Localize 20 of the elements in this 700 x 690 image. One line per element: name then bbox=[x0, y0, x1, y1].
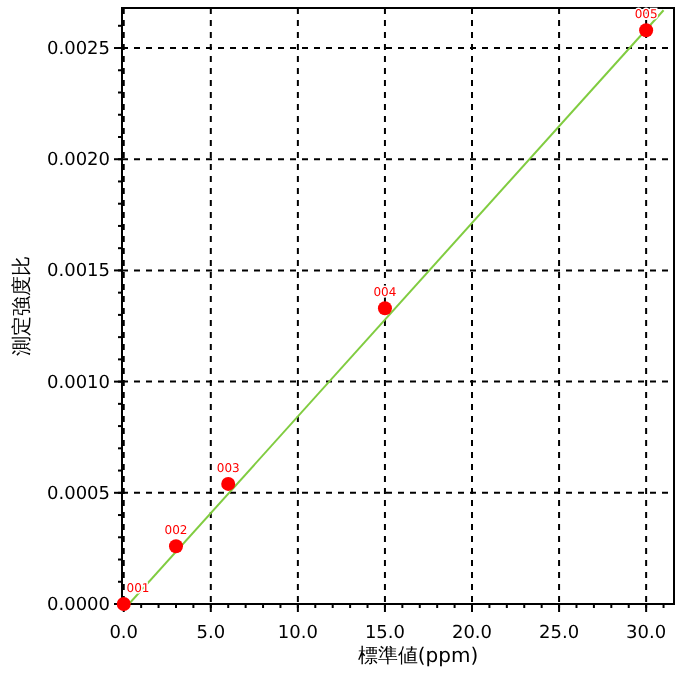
x-tick-label: 20.0 bbox=[451, 624, 493, 644]
point bbox=[221, 476, 236, 491]
x-tick-label: 25.0 bbox=[539, 624, 580, 644]
y-tick-label: 0.0000 bbox=[47, 596, 111, 616]
point bbox=[116, 597, 131, 611]
y-tick-label: 0.0010 bbox=[47, 373, 111, 394]
y-tick-label: 0.0005 bbox=[47, 484, 110, 505]
y-tick-label: 0.0015 bbox=[47, 262, 110, 283]
point bbox=[377, 301, 392, 316]
y-tick-label: 0.0020 bbox=[47, 151, 111, 172]
point bbox=[639, 23, 654, 38]
x-axis-title: 標準値(ppm) bbox=[357, 644, 479, 668]
x-tick-label: 0.0 bbox=[109, 624, 139, 644]
x-tick-label: 10.0 bbox=[277, 624, 319, 644]
x-tick-label: 30.0 bbox=[626, 624, 667, 644]
x-tick-label: 5.0 bbox=[196, 624, 226, 644]
point bbox=[168, 539, 183, 554]
y-axis-title: 測定強度比 bbox=[10, 256, 34, 356]
y-tick-label: 0.0025 bbox=[47, 40, 110, 61]
x-tick-label: 15.0 bbox=[364, 624, 406, 644]
